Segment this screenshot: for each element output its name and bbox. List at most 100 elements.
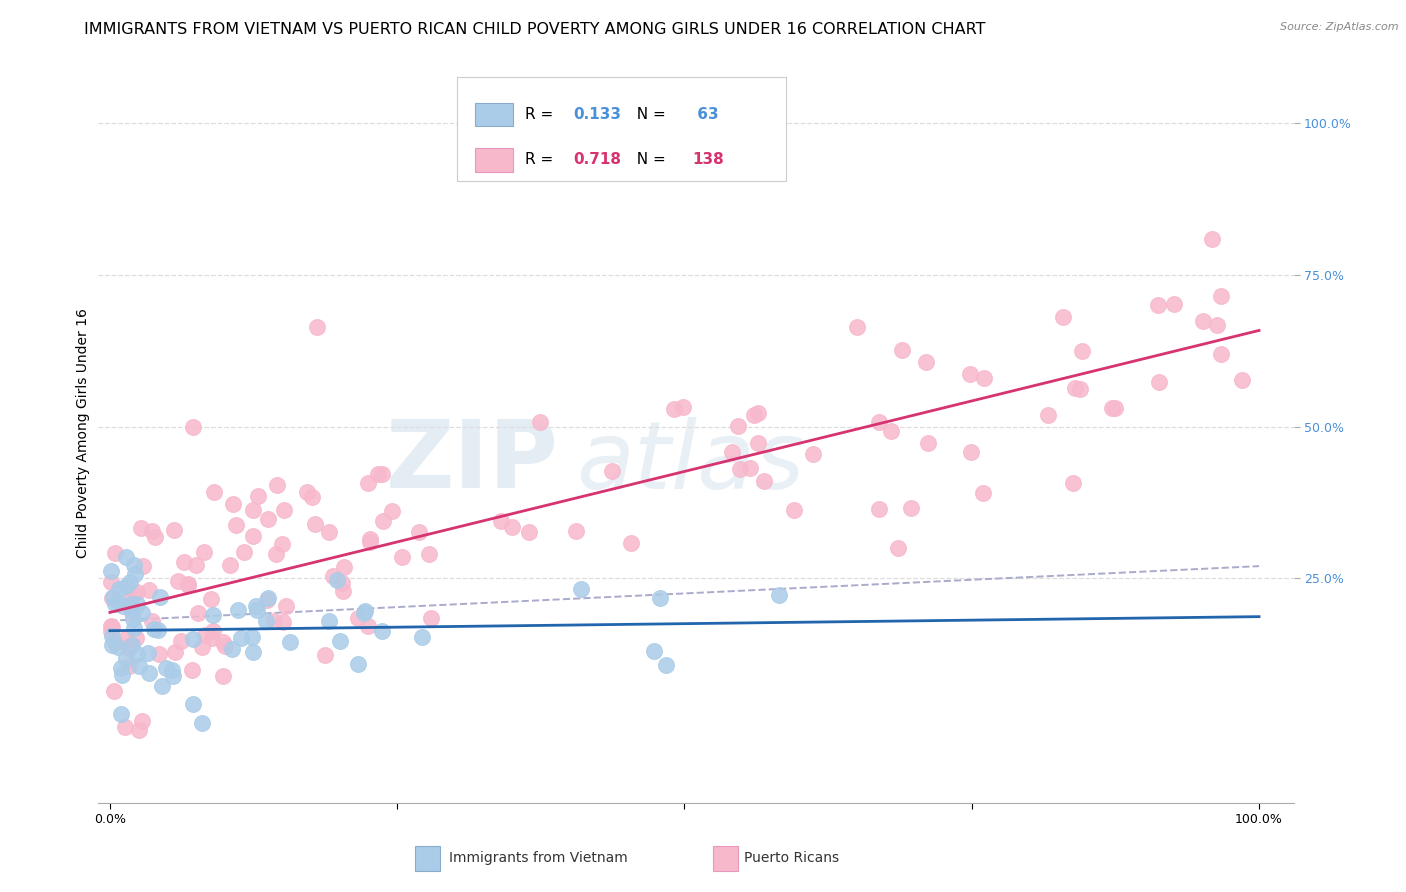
Point — [917, 436, 939, 450]
Point — [108, 582, 131, 596]
Point — [359, 534, 381, 549]
Point — [115, 579, 138, 593]
Point — [620, 536, 643, 550]
Point — [131, 714, 153, 729]
Point — [111, 599, 134, 613]
Text: R =: R = — [524, 107, 558, 122]
Point — [747, 436, 769, 450]
Point — [100, 574, 122, 589]
Text: Source: ZipAtlas.com: Source: ZipAtlas.com — [1281, 22, 1399, 32]
Point — [214, 639, 236, 653]
Point — [271, 536, 294, 550]
Point — [103, 683, 125, 698]
Point — [1069, 382, 1091, 396]
Point — [104, 635, 127, 649]
Point — [1038, 408, 1060, 422]
Point — [501, 519, 523, 533]
Point — [318, 525, 340, 540]
Point — [101, 591, 124, 605]
Point — [742, 409, 765, 423]
Point — [212, 635, 235, 649]
Point — [218, 558, 240, 572]
Point — [266, 478, 288, 492]
Point — [226, 603, 249, 617]
Point — [242, 529, 264, 543]
Point — [242, 645, 264, 659]
Point — [1104, 401, 1126, 416]
Point — [221, 497, 243, 511]
Point — [122, 558, 145, 573]
Point — [167, 574, 190, 588]
Text: 0.133: 0.133 — [572, 107, 621, 122]
Point — [371, 624, 394, 638]
Point — [314, 648, 336, 662]
Point — [648, 591, 671, 605]
Point — [240, 630, 263, 644]
Point — [1149, 375, 1171, 389]
Point — [890, 343, 912, 357]
Point — [738, 460, 761, 475]
Point — [246, 603, 269, 617]
Point — [569, 582, 592, 597]
Point — [173, 555, 195, 569]
Text: R =: R = — [524, 153, 558, 168]
Point — [301, 491, 323, 505]
Point — [1230, 373, 1253, 387]
Point — [517, 524, 540, 539]
Point — [643, 644, 665, 658]
Point — [118, 658, 141, 673]
Point — [169, 634, 191, 648]
Point — [1147, 298, 1170, 312]
Point — [1205, 318, 1227, 332]
Point — [1070, 343, 1092, 358]
Point — [752, 474, 775, 488]
Point — [332, 583, 354, 598]
Point — [370, 467, 392, 482]
Point — [662, 402, 685, 417]
Point — [162, 669, 184, 683]
Text: atlas: atlas — [576, 417, 804, 508]
Point — [245, 599, 267, 614]
Point — [721, 445, 744, 459]
Point — [225, 517, 247, 532]
Point — [564, 524, 586, 539]
Point — [381, 503, 404, 517]
Point — [357, 618, 380, 632]
Point — [271, 615, 294, 629]
Point — [183, 420, 205, 434]
Point — [193, 627, 215, 641]
Point — [118, 640, 141, 654]
Point — [150, 679, 173, 693]
Point — [128, 659, 150, 673]
Point — [959, 368, 981, 382]
Point — [391, 550, 413, 565]
Point — [100, 619, 122, 633]
Point — [1052, 310, 1074, 324]
Point — [768, 588, 790, 602]
Point — [371, 514, 394, 528]
Point — [727, 418, 749, 433]
Point — [107, 595, 129, 609]
Point — [136, 646, 159, 660]
Point — [184, 558, 207, 572]
Point — [233, 545, 256, 559]
Point — [115, 630, 138, 644]
Point — [125, 647, 148, 661]
Point — [330, 576, 353, 591]
Point — [747, 406, 769, 420]
Point — [304, 517, 326, 532]
Point — [193, 545, 215, 559]
Point — [972, 486, 994, 500]
Point — [728, 462, 751, 476]
FancyBboxPatch shape — [475, 103, 513, 127]
FancyBboxPatch shape — [475, 148, 513, 172]
Point — [155, 661, 177, 675]
Point — [101, 629, 124, 643]
Point — [124, 587, 146, 601]
Point — [110, 706, 132, 721]
Point — [868, 502, 890, 516]
Point — [176, 578, 198, 592]
Point — [273, 503, 295, 517]
Text: Immigrants from Vietnam: Immigrants from Vietnam — [449, 851, 627, 865]
Point — [100, 564, 122, 578]
